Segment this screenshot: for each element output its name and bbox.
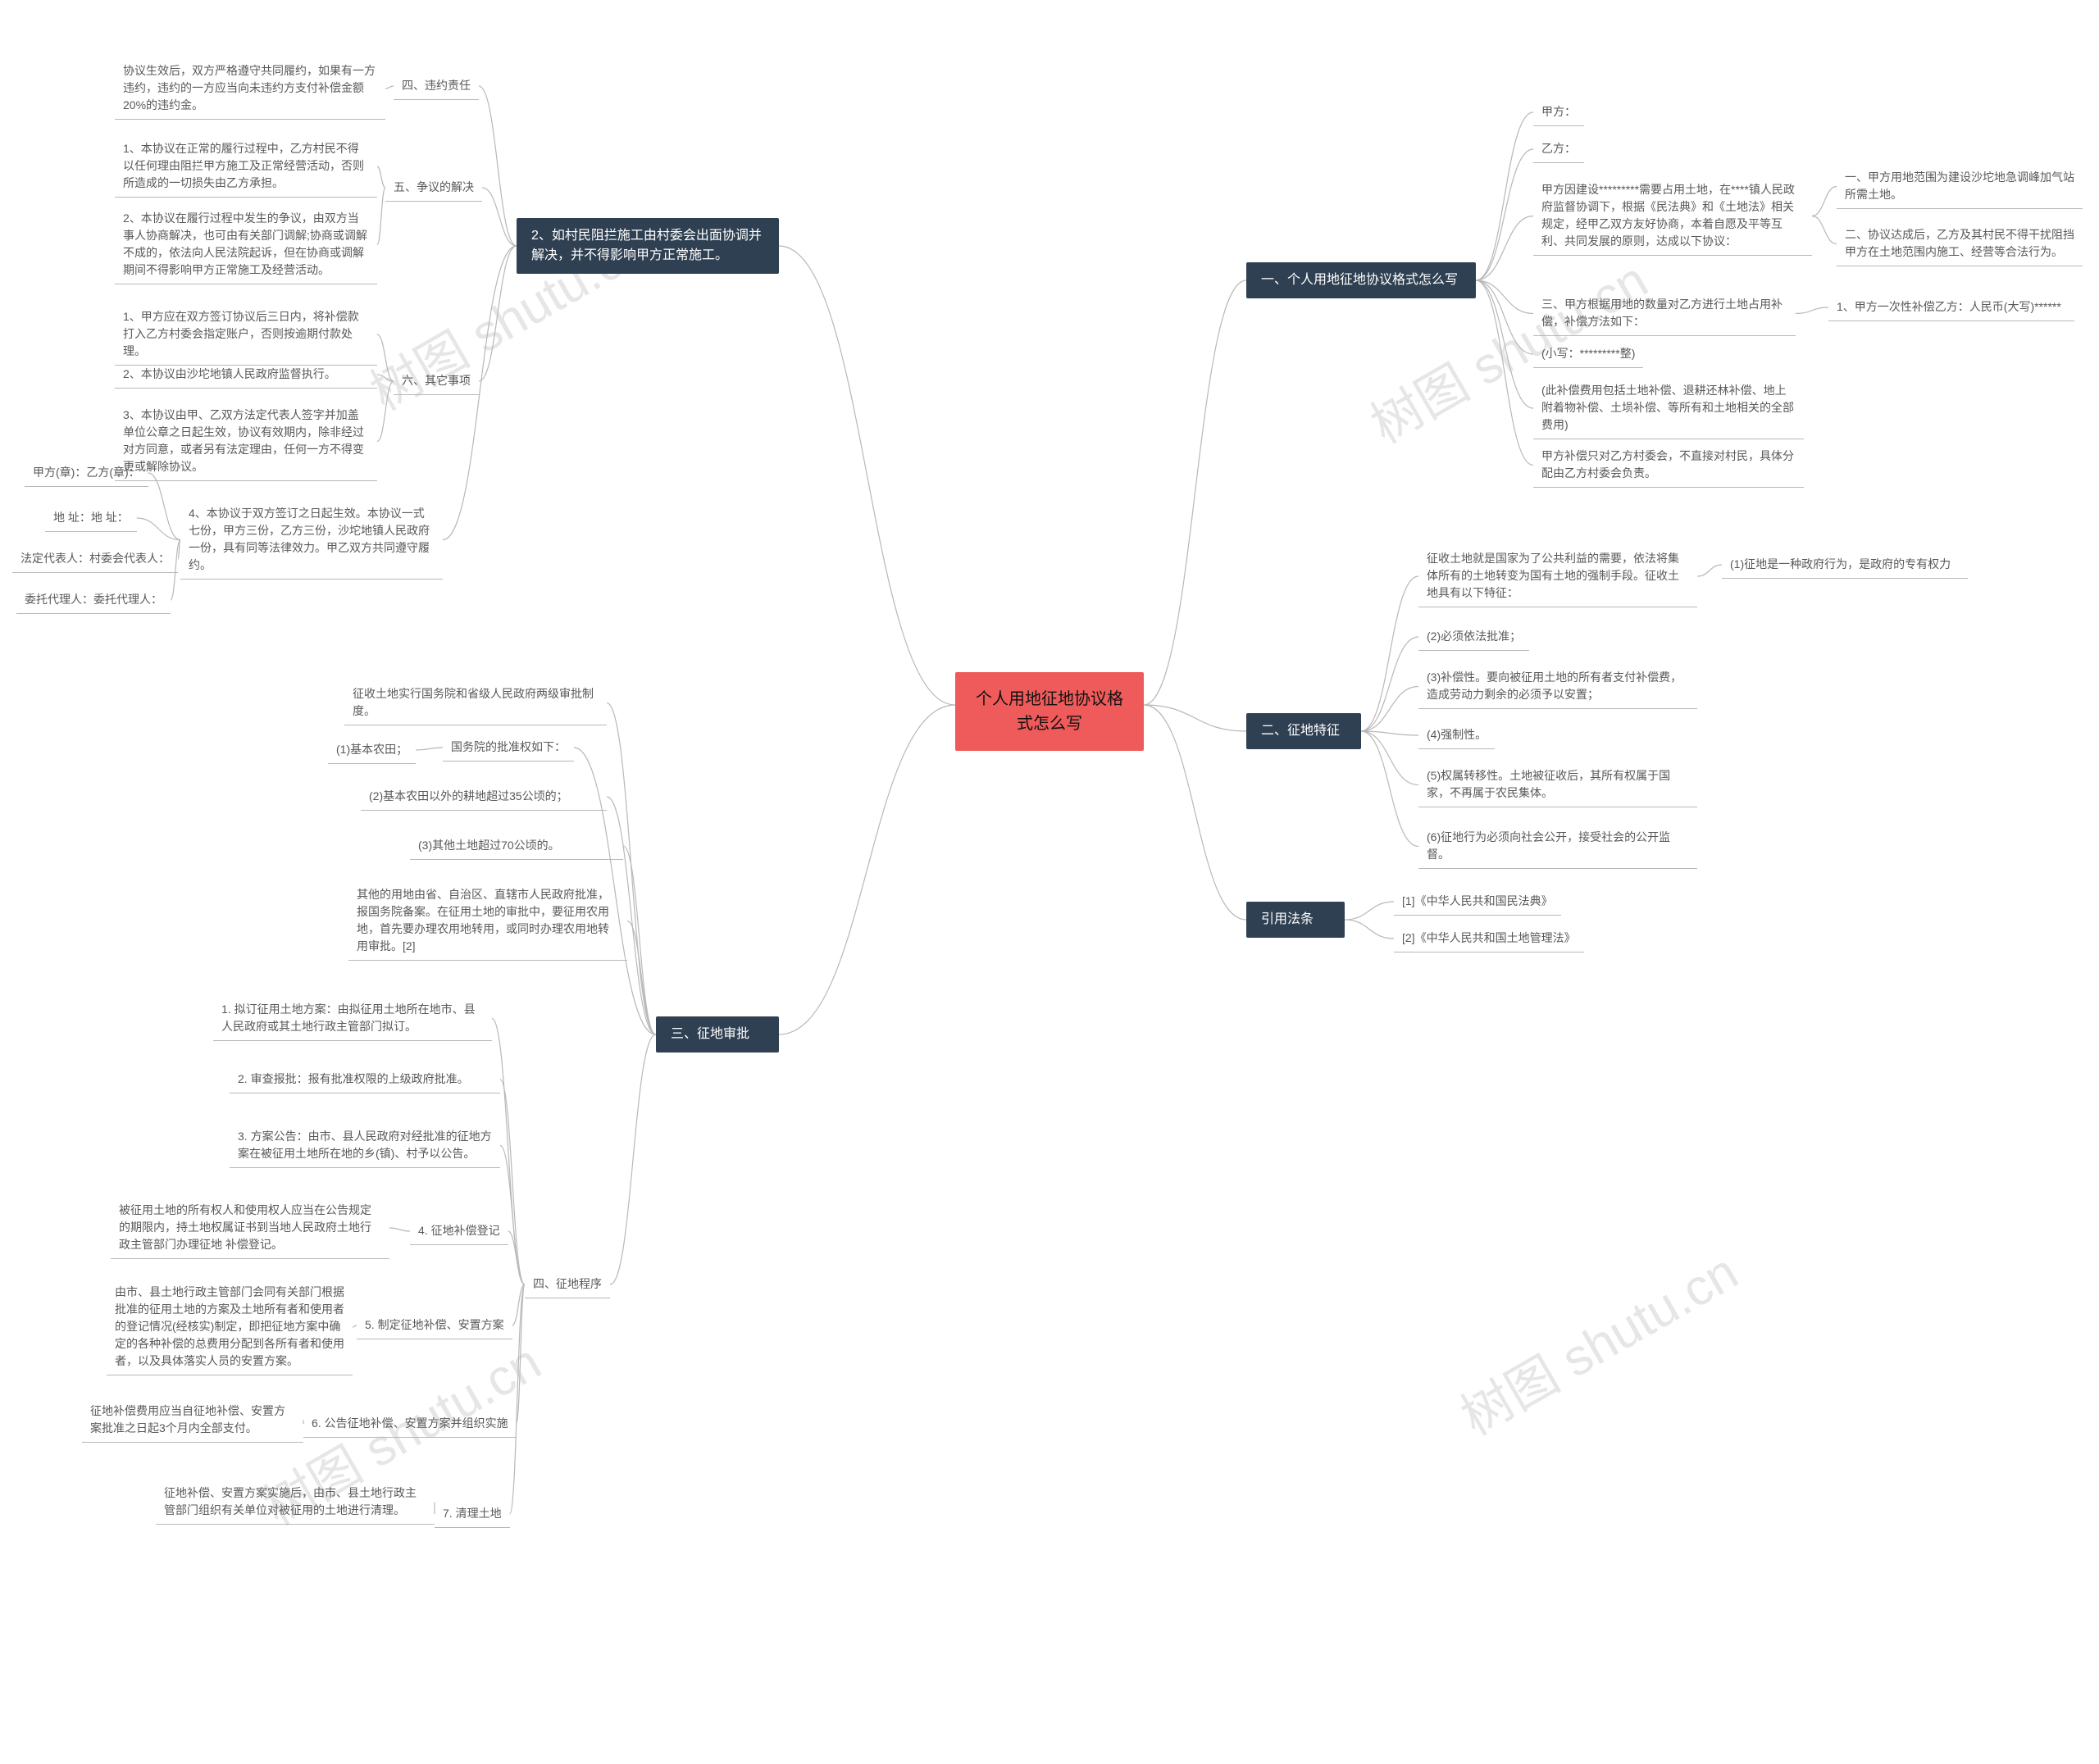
leaf-node-node: 三、甲方根据用地的数量对乙方进行土地占用补偿，补偿方法如下： (1533, 291, 1796, 336)
leaf-node-node: 征地补偿费用应当自征地补偿、安置方案批准之日起3个月内全部支付。 (82, 1398, 303, 1443)
leaf-node-node: (3)其他土地超过70公顷的。 (410, 832, 623, 860)
leaf-node-node: 征地补偿、安置方案实施后，由市、县土地行政主管部门组织有关单位对被征用的土地进行… (156, 1480, 435, 1525)
leaf-node-node: 7. 清理土地 (435, 1500, 510, 1528)
leaf-node-node: 一、甲方用地范围为建设沙坨地急调峰加气站所需土地。 (1837, 164, 2083, 209)
leaf-node-node: 五、争议的解决 (385, 174, 482, 202)
leaf-node-node: (5)权属转移性。土地被征收后，其所有权属于国家，不再属于农民集体。 (1418, 762, 1697, 807)
leaf-node-node: 国务院的批准权如下： (443, 734, 574, 762)
leaf-node-node: (4)强制性。 (1418, 721, 1495, 749)
leaf-node-node: 4、本协议于双方签订之日起生效。本协议一式七份，甲方三份，乙方三份，沙坨地镇人民… (180, 500, 443, 580)
leaf-node-node: 1、本协议在正常的履行过程中，乙方村民不得以任何理由阻拦甲方施工及正常经营活动，… (115, 135, 377, 198)
leaf-node-node: (1)征地是一种政府行为，是政府的专有权力 (1722, 551, 1968, 579)
branch-node-node: 二、征地特征 (1246, 713, 1361, 749)
leaf-node-node: [2]《中华人民共和国土地管理法》 (1394, 925, 1584, 952)
branch-node-node: 引用法条 (1246, 902, 1345, 938)
leaf-node-node: (小写：*********整) (1533, 340, 1643, 368)
leaf-node-node: 4. 征地补偿登记 (410, 1217, 508, 1245)
leaf-node-node: 1、甲方应在双方签订协议后三日内，将补偿款打入乙方村委会指定账户，否则按逾期付款… (115, 303, 377, 366)
leaf-node-node: 1. 拟订征用土地方案：由拟征用土地所在地市、县人民政府或其土地行政主管部门拟订… (213, 996, 492, 1041)
leaf-node-node: (3)补偿性。要向被征用土地的所有者支付补偿费，造成劳动力剩余的必须予以安置； (1418, 664, 1697, 709)
leaf-node-node: 乙方： (1533, 135, 1584, 163)
leaf-node-node: 5. 制定征地补偿、安置方案 (357, 1312, 512, 1339)
leaf-node-node: 地 址：地 址： (45, 504, 137, 532)
branch-node-node: 2、如村民阻拦施工由村委会出面协调并解决，并不得影响甲方正常施工。 (517, 218, 779, 274)
leaf-node-node: 法定代表人：村委会代表人： (12, 545, 178, 573)
center-node-node: 个人用地征地协议格式怎么写 (955, 672, 1144, 751)
branch-node-node: 一、个人用地征地协议格式怎么写 (1246, 262, 1476, 298)
leaf-node-node: 甲方： (1533, 98, 1584, 126)
leaf-node-node: (6)征地行为必须向社会公开，接受社会的公开监督。 (1418, 824, 1697, 869)
leaf-node-node: 6. 公告征地补偿、安置方案并组织实施 (303, 1410, 517, 1438)
leaf-node-node: 六、其它事项 (394, 367, 479, 395)
leaf-node-node: 四、征地程序 (525, 1271, 610, 1298)
leaf-node-node: 甲方(章)：乙方(章)： (25, 459, 148, 487)
leaf-node-node: 2、本协议由沙坨地镇人民政府监督执行。 (115, 361, 377, 389)
leaf-node-node: 2. 审查报批：报有批准权限的上级政府批准。 (230, 1066, 500, 1093)
leaf-node-node: 3. 方案公告：由市、县人民政府对经批准的征地方案在被征用土地所在地的乡(镇)、… (230, 1123, 500, 1168)
leaf-node-node: 甲方补偿只对乙方村委会，不直接对村民，具体分配由乙方村委会负责。 (1533, 443, 1804, 488)
leaf-node-node: (此补偿费用包括土地补偿、退耕还林补偿、地上附着物补偿、土埙补偿、等所有和土地相… (1533, 377, 1804, 439)
leaf-node-node: 1、甲方一次性补偿乙方：人民币(大写)****** (1828, 293, 2074, 321)
leaf-node-node: 由市、县土地行政主管部门会同有关部门根据批准的征用土地的方案及土地所有者和使用者… (107, 1279, 353, 1375)
leaf-node-node: 协议生效后，双方严格遵守共同履约，如果有一方违约，违约的一方应当向未违约方支付补… (115, 57, 385, 120)
leaf-node-node: 征收土地实行国务院和省级人民政府两级审批制度。 (344, 680, 607, 725)
leaf-node-node: 委托代理人：委托代理人： (16, 586, 171, 614)
leaf-node-node: [1]《中华人民共和国民法典》 (1394, 888, 1561, 916)
leaf-node-node: 其他的用地由省、自治区、直辖市人民政府批准，报国务院备案。在征用土地的审批中，要… (348, 881, 627, 961)
leaf-node-node: 四、违约责任 (394, 72, 479, 100)
leaf-node-node: (1)基本农田； (328, 736, 416, 764)
leaf-node-node: 被征用土地的所有权人和使用权人应当在公告规定的期限内，持土地权属证书到当地人民政… (111, 1197, 389, 1259)
leaf-node-node: 征收土地就是国家为了公共利益的需要，依法将集体所有的土地转变为国有土地的强制手段… (1418, 545, 1697, 607)
leaf-node-node: (2)必须依法批准； (1418, 623, 1529, 651)
leaf-node-node: (2)基本农田以外的耕地超过35公顷的； (361, 783, 607, 811)
leaf-node-node: 甲方因建设*********需要占用土地，在****镇人民政府监督协调下，根据《… (1533, 176, 1812, 256)
leaf-node-node: 3、本协议由甲、乙双方法定代表人签字并加盖单位公章之日起生效，协议有效期内，除非… (115, 402, 377, 481)
branch-node-node: 三、征地审批 (656, 1016, 779, 1052)
leaf-node-node: 2、本协议在履行过程中发生的争议，由双方当事人协商解决，也可由有关部门调解;协商… (115, 205, 377, 284)
leaf-node-node: 二、协议达成后，乙方及其村民不得干扰阻挡甲方在土地范围内施工、经营等合法行为。 (1837, 221, 2083, 266)
